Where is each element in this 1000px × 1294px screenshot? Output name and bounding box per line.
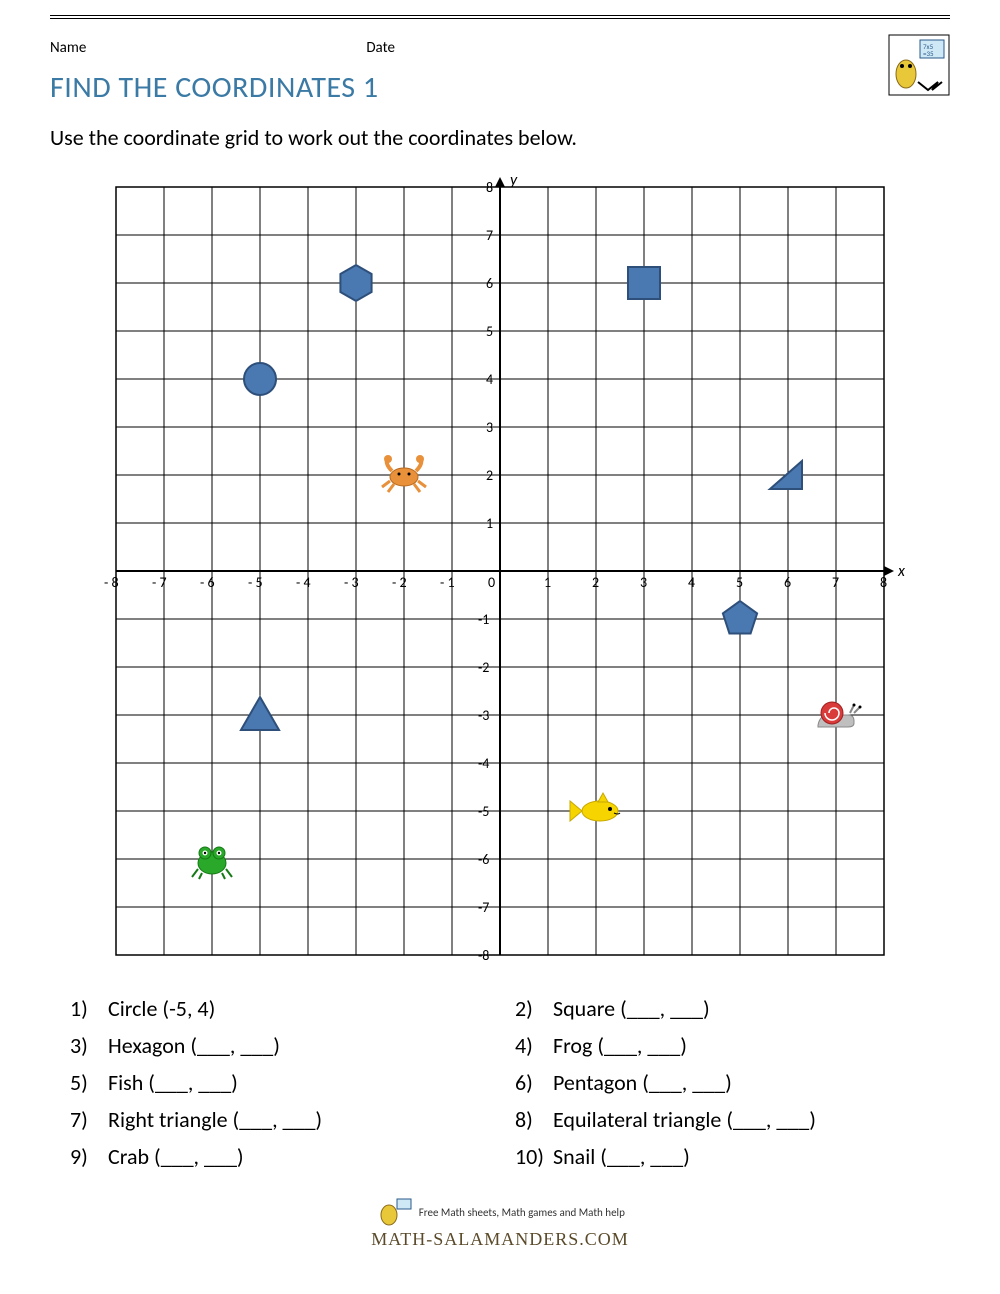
- question-item: 5)Fish (___, ___): [70, 1069, 505, 1096]
- svg-text:- 5: - 5: [248, 574, 263, 591]
- question-text: Hexagon (___, ___): [108, 1032, 280, 1059]
- question-number: 4): [515, 1032, 553, 1059]
- question-text: Crab (___, ___): [108, 1143, 244, 1170]
- question-list: 1)Circle (-5, 4) 2)Square (___, ___) 3)Hex…: [50, 995, 950, 1170]
- question-text: Equilateral triangle (___, ___): [553, 1106, 816, 1133]
- question-item: 3)Hexagon (___, ___): [70, 1032, 505, 1059]
- svg-text:-7: -7: [478, 899, 489, 916]
- question-text: Circle (-5, 4): [108, 995, 215, 1022]
- question-number: 10): [515, 1143, 553, 1170]
- question-number: 7): [70, 1106, 108, 1133]
- svg-text:=35: =35: [923, 49, 934, 58]
- salamander-logo-icon: 7x5 =35: [888, 34, 950, 96]
- svg-text:5: 5: [736, 574, 743, 591]
- svg-text:-6: -6: [478, 851, 489, 868]
- svg-text:-8: -8: [478, 947, 489, 964]
- svg-text:- 8: - 8: [104, 574, 119, 591]
- svg-text:x: x: [897, 562, 906, 581]
- question-text: Frog (___, ___): [553, 1032, 687, 1059]
- svg-text:8: 8: [880, 574, 887, 591]
- footer-tagline: Free Math sheets, Math games and Math he…: [419, 1206, 625, 1219]
- instruction-text: Use the coordinate grid to work out the …: [50, 124, 950, 151]
- question-item: 2)Square (___, ___): [515, 995, 950, 1022]
- svg-text:7: 7: [486, 227, 493, 244]
- svg-text:2: 2: [486, 467, 493, 484]
- svg-text:2: 2: [592, 574, 599, 591]
- question-number: 6): [515, 1069, 553, 1096]
- svg-text:- 1: - 1: [440, 574, 455, 591]
- question-text: Right triangle (___, ___): [108, 1106, 322, 1133]
- svg-text:- 6: - 6: [200, 574, 215, 591]
- svg-text:1: 1: [486, 515, 493, 532]
- svg-text:4: 4: [688, 574, 695, 591]
- question-text: Pentagon (___, ___): [553, 1069, 732, 1096]
- svg-text:- 4: - 4: [296, 574, 311, 591]
- footer-logo-icon: [375, 1195, 415, 1229]
- footer-site: MATH-SALAMANDERS.COM: [371, 1229, 629, 1249]
- svg-text:7: 7: [832, 574, 839, 591]
- svg-text:6: 6: [784, 574, 791, 591]
- question-item: 6)Pentagon (___, ___): [515, 1069, 950, 1096]
- svg-text:4: 4: [486, 371, 493, 388]
- svg-text:- 7: - 7: [152, 574, 167, 591]
- question-item: 4)Frog (___, ___): [515, 1032, 950, 1059]
- question-item: 1)Circle (-5, 4): [70, 995, 505, 1022]
- svg-text:1: 1: [544, 574, 551, 591]
- svg-text:5: 5: [486, 323, 493, 340]
- fish-icon: [570, 793, 620, 821]
- svg-text:-5: -5: [478, 803, 489, 820]
- question-text: Fish (___, ___): [108, 1069, 238, 1096]
- svg-text:8: 8: [486, 179, 493, 196]
- question-item: 9)Crab (___, ___): [70, 1143, 505, 1170]
- svg-text:-2: -2: [478, 659, 489, 676]
- svg-text:- 3: - 3: [344, 574, 359, 591]
- svg-text:-1: -1: [478, 611, 489, 628]
- question-text: Snail (___, ___): [553, 1143, 690, 1170]
- frog-icon: [192, 847, 232, 879]
- question-number: 1): [70, 995, 108, 1022]
- question-item: 10)Snail (___, ___): [515, 1143, 950, 1170]
- svg-text:- 2: - 2: [392, 574, 407, 591]
- question-number: 8): [515, 1106, 553, 1133]
- svg-text:3: 3: [486, 419, 493, 436]
- date-label: Date: [366, 39, 395, 57]
- header-row: Name Date 7x5 =35: [50, 39, 950, 57]
- svg-text:3: 3: [640, 574, 647, 591]
- svg-text:-3: -3: [478, 707, 489, 724]
- name-label: Name: [50, 39, 86, 57]
- worksheet-title: FIND THE COORDINATES 1: [50, 69, 950, 106]
- svg-text:6: 6: [486, 275, 493, 292]
- question-number: 2): [515, 995, 553, 1022]
- svg-text:-4: -4: [478, 755, 489, 772]
- question-number: 9): [70, 1143, 108, 1170]
- coordinate-grid: x y - 8 - 7 - 6 - 5 - 4 - 3 - 2 - 1 0 1 2 3 4 5 6 7 8 -8 -7 -…: [94, 165, 906, 977]
- question-number: 5): [70, 1069, 108, 1096]
- question-item: 7)Right triangle (___, ___): [70, 1106, 505, 1133]
- question-item: 8)Equilateral triangle (___, ___): [515, 1106, 950, 1133]
- question-text: Square (___, ___): [553, 995, 710, 1022]
- svg-text:0: 0: [488, 574, 495, 591]
- svg-text:y: y: [510, 171, 518, 190]
- question-number: 3): [70, 1032, 108, 1059]
- footer: Free Math sheets, Math games and Math he…: [50, 1195, 950, 1250]
